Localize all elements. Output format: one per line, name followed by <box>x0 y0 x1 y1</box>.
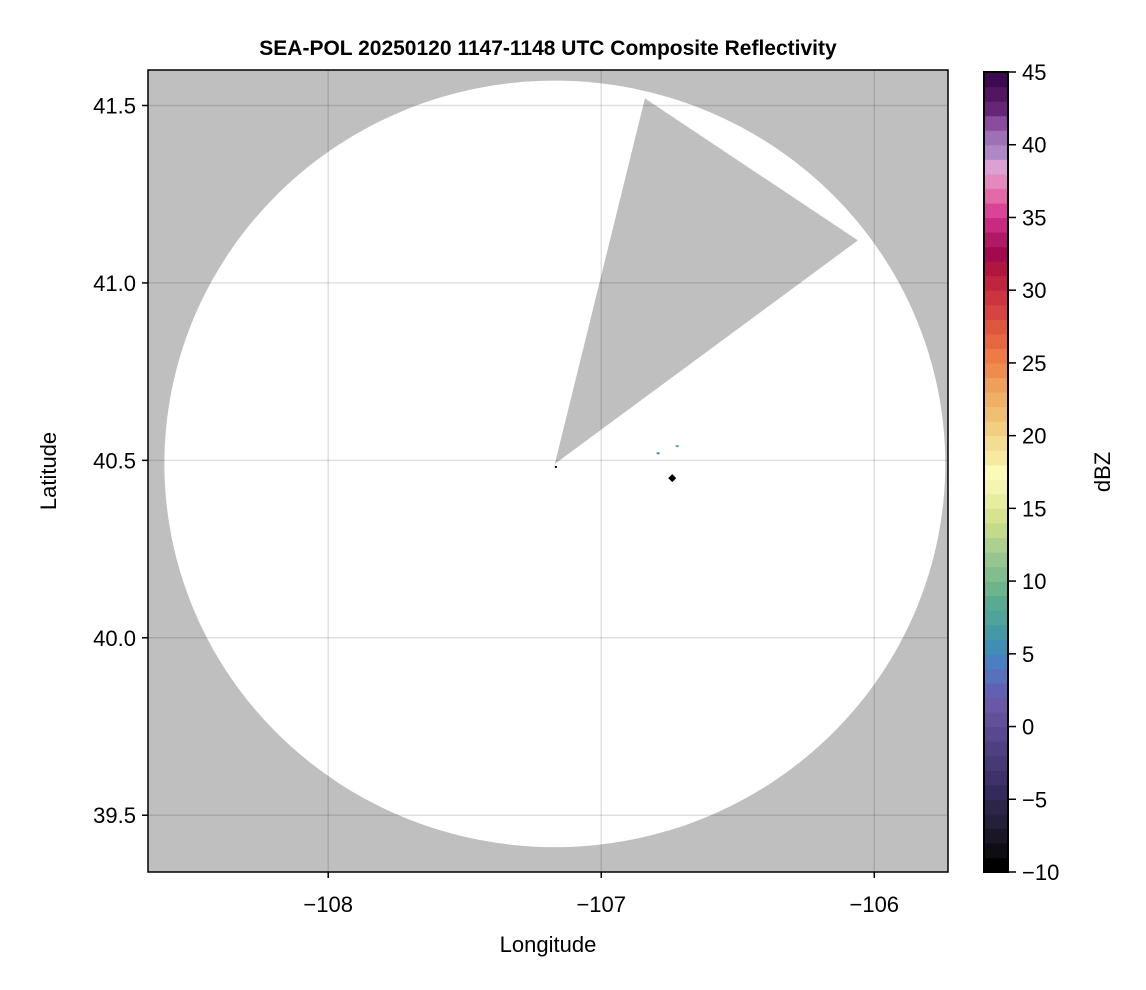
colorbar-band <box>984 202 1008 219</box>
colorbar-band <box>984 464 1008 480</box>
colorbar-band <box>984 682 1008 699</box>
colorbar-band <box>984 726 1008 742</box>
colorbar-band <box>984 348 1008 364</box>
colorbar-band <box>984 261 1008 277</box>
colorbar-band <box>984 275 1008 291</box>
chart-title: SEA-POL 20250120 1147-1148 UTC Composite… <box>259 37 837 60</box>
colorbar-frame <box>983 71 1009 873</box>
colorbar-tick-label: 45 <box>1022 60 1046 85</box>
colorbar-band <box>984 304 1008 320</box>
colorbar-band <box>984 581 1008 597</box>
colorbar-tick-label: 35 <box>1022 205 1046 230</box>
colorbar-band <box>984 857 1008 873</box>
colorbar-band <box>984 784 1008 800</box>
colorbar-band <box>984 741 1008 757</box>
colorbar-band <box>984 362 1008 379</box>
colorbar-band <box>984 377 1008 393</box>
colorbar-tick-label: 0 <box>1022 715 1034 740</box>
colorbar-band <box>984 522 1008 539</box>
colorbar-band <box>984 115 1008 131</box>
colorbar-band <box>984 653 1008 669</box>
radar-site-dot <box>554 465 557 468</box>
colorbar-band <box>984 173 1008 189</box>
colorbar-band <box>984 508 1008 524</box>
colorbar-band <box>984 101 1008 117</box>
colorbar-band <box>984 217 1008 233</box>
colorbar-band <box>984 610 1008 626</box>
colorbar-tick-label: −10 <box>1022 860 1059 885</box>
colorbar-tick-label: 5 <box>1022 642 1034 667</box>
colorbar-band <box>984 552 1008 568</box>
blocked-sector <box>554 98 858 464</box>
colorbar: −10 −5 0 5 10 15 20 25 30 35 40 45 <box>983 60 1059 885</box>
colorbar-tick-label: 20 <box>1022 424 1046 449</box>
colorbar-label: dBZ <box>1090 452 1115 492</box>
colorbar-band <box>984 842 1008 859</box>
colorbar-band <box>984 479 1008 495</box>
colorbar-band <box>984 697 1008 713</box>
colorbar-band <box>984 319 1008 335</box>
colorbar-band <box>984 130 1008 146</box>
colorbar-band <box>984 566 1008 582</box>
colorbar-band <box>984 290 1008 306</box>
x-tick-label: −106 <box>849 892 899 917</box>
radar-coverage <box>164 80 946 848</box>
x-tick-label: −108 <box>303 892 353 917</box>
y-tick-label: 41.5 <box>93 93 136 118</box>
colorbar-band <box>984 144 1008 160</box>
y-tick-label: 40.0 <box>93 626 136 651</box>
colorbar-band <box>984 595 1008 611</box>
colorbar-band <box>984 639 1008 655</box>
colorbar-band <box>984 450 1008 466</box>
colorbar-band <box>984 755 1008 771</box>
colorbar-tick-label: −5 <box>1022 787 1047 812</box>
plot-area: −108 −107 −106 39.5 40.0 40.5 41.0 41.5 <box>93 69 949 917</box>
colorbar-band <box>984 770 1008 786</box>
colorbar-tick-label: 15 <box>1022 496 1046 521</box>
colorbar-tick-label: 10 <box>1022 569 1046 594</box>
y-tick-label: 41.0 <box>93 271 136 296</box>
colorbar-band <box>984 392 1008 408</box>
colorbar-band <box>984 493 1008 509</box>
colorbar-band <box>984 421 1008 437</box>
colorbar-band <box>984 799 1008 815</box>
colorbar-tick-label: 30 <box>1022 278 1046 303</box>
colorbar-band <box>984 435 1008 451</box>
plot-frame <box>147 69 949 873</box>
colorbar-band <box>984 72 1008 88</box>
y-tick-label: 39.5 <box>93 803 136 828</box>
colorbar-band <box>984 624 1008 640</box>
x-tick-label: −107 <box>576 892 626 917</box>
colorbar-band <box>984 668 1008 684</box>
colorbar-band <box>984 333 1008 349</box>
colorbar-band <box>984 232 1008 248</box>
colorbar-band <box>984 188 1008 204</box>
y-tick-label: 40.5 <box>93 448 136 473</box>
colorbar-tick-label: 40 <box>1022 133 1046 158</box>
y-axis-label: Latitude <box>36 432 61 510</box>
colorbar-band <box>984 246 1008 262</box>
colorbar-band <box>984 813 1008 829</box>
colorbar-band <box>984 86 1008 102</box>
colorbar-band <box>984 159 1008 175</box>
echo-pixel <box>656 452 660 455</box>
colorbar-band <box>984 828 1008 844</box>
colorbar-tick-label: 25 <box>1022 351 1046 376</box>
x-axis-label: Longitude <box>500 932 597 957</box>
colorbar-band <box>984 406 1008 422</box>
echo-pixel <box>675 445 679 448</box>
diamond-marker <box>668 474 677 483</box>
colorbar-band <box>984 537 1008 553</box>
colorbar-band <box>984 712 1008 728</box>
